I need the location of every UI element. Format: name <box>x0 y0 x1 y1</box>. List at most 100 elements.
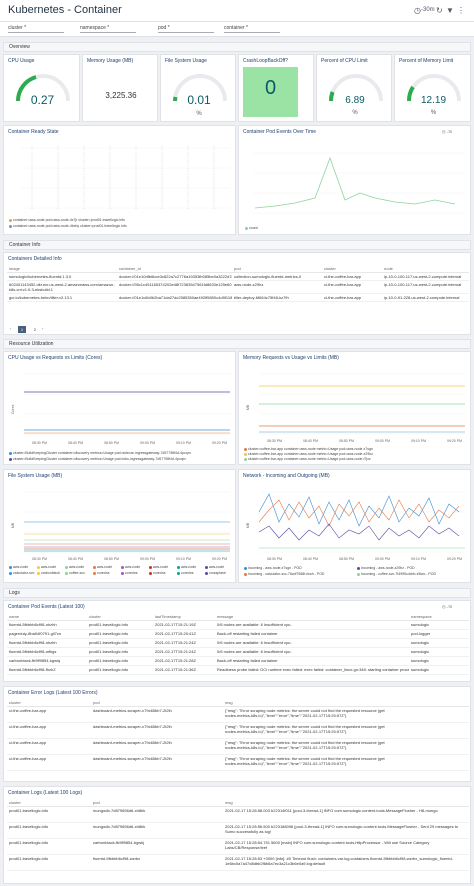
col-header[interactable]: cluster <box>7 799 91 807</box>
filter-icon[interactable]: ▼ <box>446 6 454 15</box>
col-header[interactable]: pod <box>232 265 322 273</box>
panel-container-logs: Container Logs (Latest 100 Logs) cluster… <box>3 786 471 884</box>
svg-text:Cores: Cores <box>11 404 15 414</box>
col-header[interactable]: cluster <box>87 613 153 621</box>
table-row[interactable]: cl-the-coffee-bar-app dashboard-metrics-s… <box>7 754 469 771</box>
col-header[interactable]: image <box>7 265 117 273</box>
x-tick-label: 09:20 PM <box>212 441 227 445</box>
page-1-button[interactable]: 1 <box>18 326 26 333</box>
mem-legend-3: cluster=coffee-bar-app container=aws-nod… <box>244 457 469 461</box>
fs-legend-item: aws-node <box>205 565 232 569</box>
more-icon[interactable]: ⋮ <box>457 6 465 15</box>
panel-cpu-usage: CPU Usage 0.27 <box>3 54 80 122</box>
section-resource-utilization[interactable]: Resource Utilization <box>3 339 471 349</box>
col-header[interactable]: msg <box>223 699 469 707</box>
cpu-usage-value: 0.27 <box>30 93 55 107</box>
table-row[interactable]: prod01.travellogic.info mongodb-7d879656d… <box>7 822 469 839</box>
pod-events-table-range[interactable]: ◷ -70 <box>442 604 453 609</box>
col-header[interactable]: node <box>382 265 469 273</box>
legend-label: aws-node <box>181 565 197 569</box>
x-tick-label: 09:00 PM <box>140 441 155 445</box>
col-header[interactable]: cluster <box>322 265 382 273</box>
x-tick-label: 08:40 PM <box>68 557 83 561</box>
network-chart: MB 08:30 PM 08:40 PM 08:50 PM 09:00 PM 09:10… <box>246 491 465 561</box>
col-header[interactable]: lastTimestamp <box>153 613 215 621</box>
table-cell: fluentd-5fbbbb6cf98-fhzhZ <box>7 665 87 675</box>
table-cell: prod01.travellogic.info <box>7 806 91 823</box>
col-header[interactable]: message <box>215 613 409 621</box>
table-cell: pagerduty-8ba94f0791-gli7zn <box>7 629 87 639</box>
fs-legend-item: aws-node <box>65 565 92 569</box>
section-logs[interactable]: Logs <box>3 588 471 598</box>
refresh-icon[interactable]: ↻ <box>436 6 443 15</box>
table-cell: prod01.travellogic.info <box>7 854 91 871</box>
legend-label: aws-node <box>125 565 141 569</box>
panel-pod-events: Container Pod Events Over Time ◷ -70 cou… <box>238 125 471 235</box>
fs-legend-item: crossplane <box>205 571 232 575</box>
legend-label: coffee-svc <box>69 571 85 575</box>
filter-cluster[interactable]: cluster * <box>8 25 64 33</box>
table-row[interactable]: pagerduty-8ba94f0791-gli7zn prod01.travel… <box>7 629 469 639</box>
col-header[interactable]: cluster <box>7 699 91 707</box>
net-legend-1: Incoming - aws-node-x7sgn - POD <box>244 566 354 570</box>
next-page-icon[interactable]: › <box>42 326 44 331</box>
table-cell: fluentd-5fbbbb6cf98-mfkgs <box>7 647 87 657</box>
memory-chart: MB 08:30 PM 08:40 PM 08:50 PM 09:00 PM 09:10… <box>246 373 465 443</box>
pod-events-legend: count <box>245 226 258 230</box>
cpu-gauge <box>16 74 70 102</box>
table-row[interactable]: prod01.travellogic.info mongodb-7d879656d… <box>7 806 469 823</box>
table-cell: fluentd-5fbbbb6cf98-nhzhh <box>7 638 87 648</box>
fs-legend-item: carbonblack <box>37 571 64 575</box>
table-row[interactable]: fluentd-5fbbbb6cf98-nhzhh prod01.travello… <box>7 638 469 648</box>
table-row[interactable]: prod01.travellogic.info fluentd-5fbbbb6cf… <box>7 854 469 871</box>
legend-label: aws-node <box>153 565 169 569</box>
prev-page-icon[interactable]: ‹ <box>10 326 12 331</box>
legend-swatch <box>205 571 208 575</box>
table-cell: mongodb-7d879656d6-xh8hk <box>91 806 223 823</box>
col-header[interactable]: name <box>7 613 87 621</box>
time-range[interactable]: -30m <box>421 7 435 13</box>
x-tick-label: 08:30 PM <box>267 557 282 561</box>
table-row[interactable]: carbonblack-fb9ff9854-kgwlq prod01.travel… <box>7 656 469 666</box>
filter-pod[interactable]: pod * <box>158 25 214 33</box>
table-cell: dashboard-metrics-scraper-c79c65bb7-2t2l… <box>91 722 223 739</box>
legend-swatch <box>149 571 152 575</box>
page-2-button[interactable]: 2 <box>33 327 37 332</box>
table-cell: docker://01e1c6b0b2ba71da27dc2585350ae49… <box>117 293 232 302</box>
x-tick-label: 08:50 PM <box>104 441 119 445</box>
col-header[interactable]: namespace <box>409 613 469 621</box>
table-cell: 2021-02-17T15:21:19Z <box>153 620 215 630</box>
table-row[interactable]: sumologic/kubernetes-fluentd:1.3.0 docker… <box>7 272 469 281</box>
col-header[interactable]: pod <box>91 799 223 807</box>
table-row[interactable]: cl-the-coffee-bar-app dashboard-metrics-s… <box>7 738 469 755</box>
table-row[interactable]: gcr.io/kubernetes-helm/tiller:v2.13.1 doc… <box>7 293 469 302</box>
pod-events-range[interactable]: ◷ -70 <box>442 129 453 134</box>
pct-cpu-gauge <box>328 74 383 102</box>
col-header[interactable]: container_id <box>117 265 232 273</box>
table-row[interactable]: cl-the-coffee-bar-app dashboard-metrics-s… <box>7 722 469 739</box>
table-row[interactable]: cl-the-coffee-bar-app dashboard-metrics-s… <box>7 706 469 723</box>
section-container-info[interactable]: Container Info <box>3 240 471 250</box>
filter-container[interactable]: container * <box>224 25 280 33</box>
fs-gauge <box>173 74 227 102</box>
table-row[interactable]: fluentd-5fbbbb6cf98-mfkgs prod01.travello… <box>7 647 469 657</box>
table-cell: pod-logger <box>409 629 469 639</box>
col-header[interactable]: msg <box>223 799 469 807</box>
legend-swatch <box>37 565 40 569</box>
table-row[interactable]: 602401143452.dkr.ecr.us-west-2.amazonaws… <box>7 280 469 294</box>
panel-title: Percent of CPU Limit <box>321 58 368 64</box>
table-cell: 0/6 nodes are available: 6 Insufficient … <box>215 638 409 648</box>
table-cell: sumologic <box>409 647 469 657</box>
col-header[interactable]: pod <box>91 699 223 707</box>
table-row[interactable]: fluentd-5fbbbb6cf98-fhzhZ prod01.travello… <box>7 665 469 675</box>
table-row[interactable]: prod01.travellogic.info carbonblack-fb9ff… <box>7 838 469 855</box>
memory-usage-value: 3,225.36 <box>105 91 137 100</box>
cpu-chart: Cores 08:30 PM 08:40 PM 08:50 PM 09:00 PM 09… <box>11 373 230 445</box>
table-cell: prod01.travellogic.info <box>87 629 153 639</box>
panel-title: Containers Detailed Info <box>8 256 62 262</box>
section-overview[interactable]: Overview <box>3 42 471 52</box>
clock-icon[interactable]: ◷ <box>414 6 421 15</box>
filter-namespace[interactable]: namespace * <box>80 25 136 33</box>
table-cell: cl-the-coffee-bar-app <box>7 754 91 771</box>
table-row[interactable]: fluentd-5fbbbb6cf98-nhzhh prod01.travello… <box>7 620 469 630</box>
